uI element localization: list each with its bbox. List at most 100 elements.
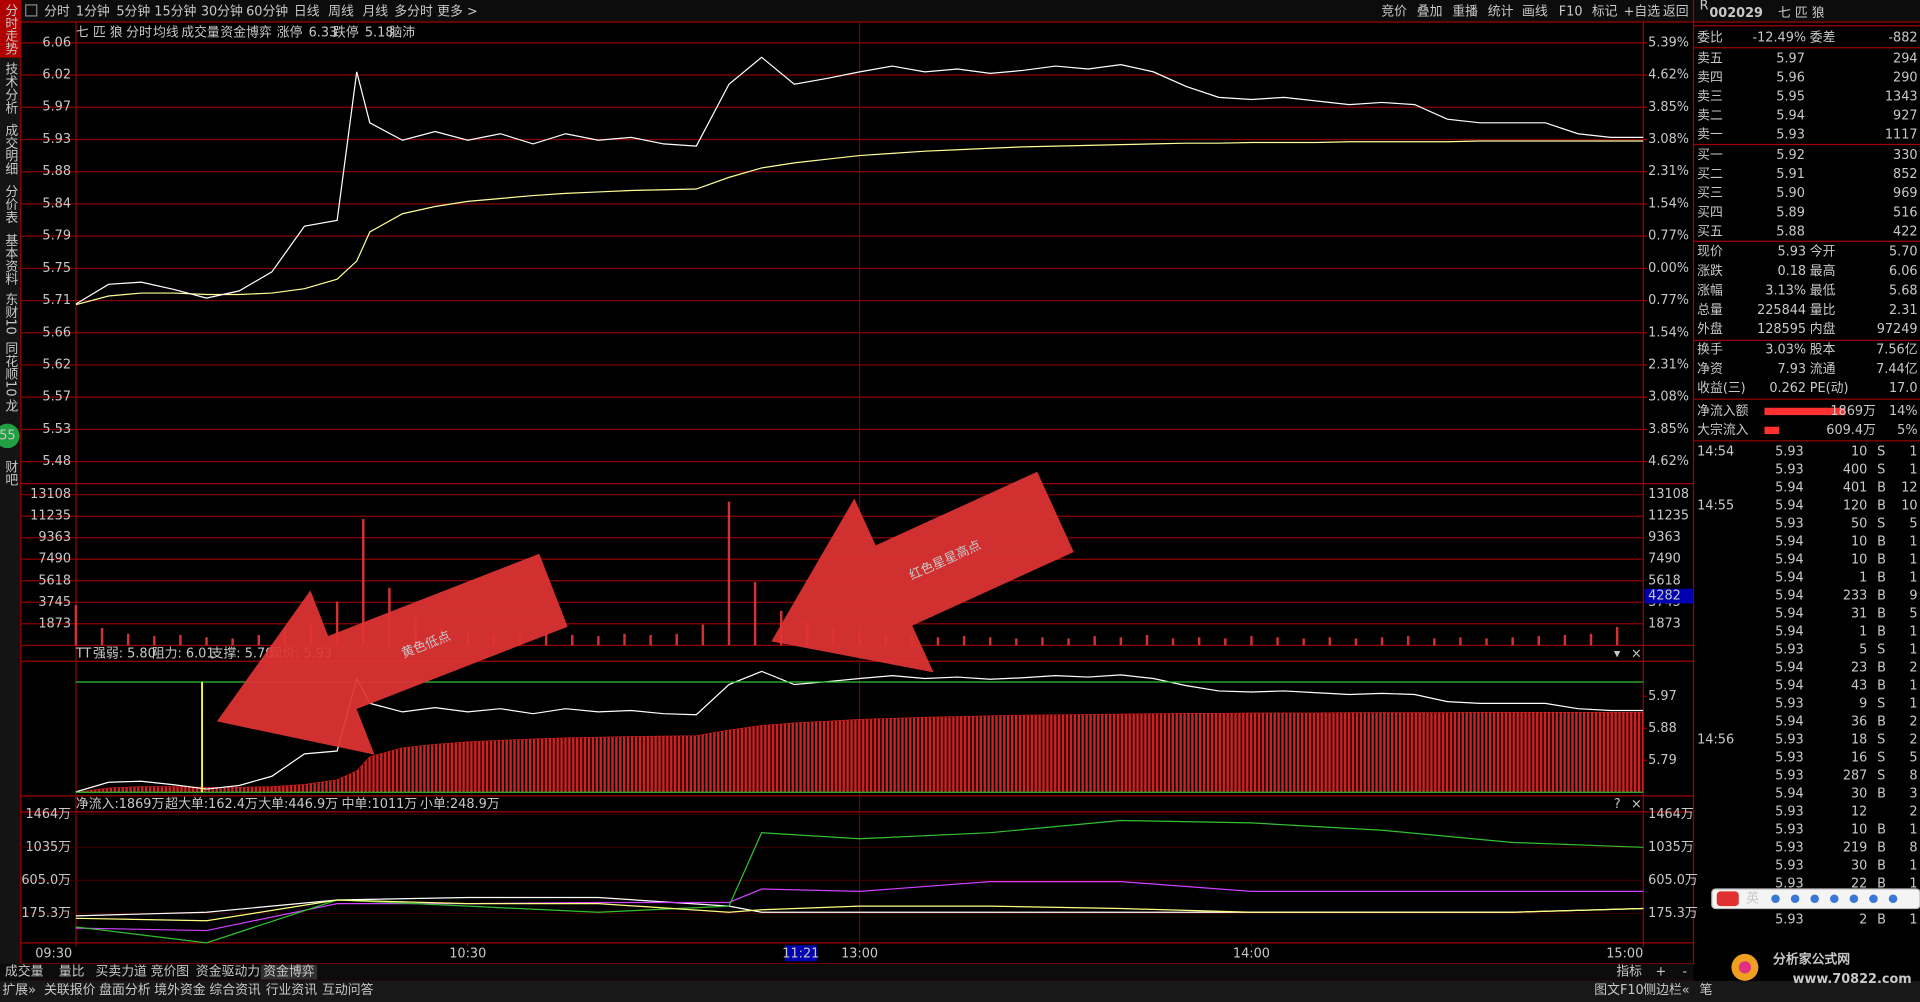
status-item[interactable]: 关联报价	[44, 983, 96, 998]
sidebar-tab[interactable]: 技术分析	[2, 62, 17, 114]
toolbar-button[interactable]: 叠加	[1417, 5, 1443, 20]
y-tick-label: 3745	[38, 595, 71, 610]
toolbar-tab[interactable]: 日线	[294, 5, 320, 20]
flow-bar	[1764, 426, 1780, 435]
toolbar-button[interactable]: 竞价	[1381, 4, 1407, 20]
toolbar-icon[interactable]	[25, 4, 38, 17]
book-volume: 290	[1893, 70, 1918, 85]
y-tick-label: 5.88	[42, 164, 71, 179]
tab-button[interactable]: 指标	[1616, 965, 1642, 980]
status-item[interactable]: 笔	[1700, 982, 1713, 998]
y-tick-label: 5.57	[42, 390, 71, 405]
toolbar-button[interactable]: 画线	[1522, 5, 1548, 20]
panel-icon[interactable]: ×	[1631, 797, 1642, 812]
status-item[interactable]: 行业资讯	[266, 983, 318, 998]
sidebar-tab[interactable]: 基本资料	[2, 234, 17, 286]
x-tick-label: 15:00	[1606, 946, 1643, 961]
y-tick-label: 5.66	[42, 325, 71, 340]
toolbar-tab[interactable]: 周线	[328, 5, 354, 20]
tick-price: 5.93	[1775, 912, 1804, 927]
y2-tick-label: 13108	[1648, 487, 1689, 502]
ime-icon[interactable]	[1830, 894, 1839, 904]
tick-price: 5.94	[1775, 480, 1804, 495]
status-item[interactable]: 扩展»	[2, 983, 36, 998]
toolbar-tab[interactable]: 更多 >	[437, 5, 478, 20]
ime-icon[interactable]	[1849, 894, 1859, 904]
y-tick-label: 1873	[38, 616, 71, 631]
sidebar-tab[interactable]: 分时走势	[2, 4, 17, 57]
toolbar-tab[interactable]: 多分时	[394, 5, 433, 20]
status-item[interactable]: 综合资讯	[209, 983, 261, 998]
tick-count: 2	[1909, 714, 1917, 729]
y2-tick-label: 0.77%	[1648, 293, 1689, 308]
y2-tick-label: 5618	[1648, 573, 1681, 588]
tab-button[interactable]: +	[1656, 965, 1667, 980]
y-tick-label: 5.93	[42, 132, 71, 147]
toolbar-button[interactable]: 统计	[1488, 5, 1514, 20]
cursor-box	[784, 945, 817, 962]
tab[interactable]: 量比	[59, 965, 85, 980]
toolbar	[0, 0, 1920, 23]
toolbar-tab[interactable]: 15分钟	[154, 4, 196, 20]
sidebar-active	[0, 0, 21, 58]
ime-icon[interactable]	[1810, 894, 1819, 904]
toolbar-tab[interactable]: 分时	[44, 5, 70, 20]
sidebar-tab[interactable]: 龙	[2, 399, 17, 413]
ime-icon[interactable]	[1869, 894, 1878, 904]
tick-count: 1	[1909, 570, 1917, 585]
book-label: 买五	[1697, 224, 1723, 239]
tab-button[interactable]: -	[1682, 965, 1687, 980]
stat-value: 7.44亿	[1876, 362, 1918, 377]
toolbar-tab[interactable]: 月线	[362, 5, 388, 20]
status-item[interactable]: 互动问答	[322, 982, 374, 998]
panel-icon[interactable]: ?	[1614, 797, 1621, 812]
stat-value: 17.0	[1889, 381, 1918, 396]
toolbar-button[interactable]: 重播	[1452, 4, 1478, 20]
toolbar-tab[interactable]: 30分钟	[201, 4, 243, 20]
ime-icon[interactable]	[1888, 894, 1898, 904]
tick-side: S	[1877, 642, 1885, 657]
toolbar-button[interactable]: +自选	[1624, 5, 1661, 20]
toolbar-button[interactable]: 标记	[1592, 5, 1618, 20]
status-item[interactable]: 图文F10	[1594, 983, 1643, 998]
tick-volume: 10	[1851, 534, 1867, 549]
tab[interactable]: 买卖力道	[96, 965, 148, 980]
y2-tick-label: 9363	[1648, 530, 1681, 545]
ime-icon[interactable]	[1790, 894, 1800, 904]
book-price: 5.97	[1776, 51, 1805, 66]
tick-side: B	[1877, 822, 1886, 837]
volume-bar	[753, 582, 757, 646]
status-item[interactable]: 境外资金	[154, 982, 206, 998]
panel-icon[interactable]: ×	[1631, 646, 1642, 661]
tab[interactable]: 竞价图	[151, 964, 190, 980]
sidebar-tab[interactable]: 成交明细	[2, 124, 17, 176]
y-tick-label: 9363	[38, 530, 71, 545]
tick-side: S	[1877, 750, 1885, 765]
tab[interactable]: 资金博弈	[263, 964, 315, 980]
toolbar-button[interactable]: 返回	[1663, 5, 1689, 20]
book-volume: 852	[1893, 167, 1918, 182]
toolbar-tab[interactable]: 1分钟	[76, 4, 110, 20]
tick-volume: 219	[1843, 840, 1868, 855]
tick-volume: 12	[1851, 804, 1867, 819]
status-item[interactable]: 侧边栏«	[1643, 983, 1689, 998]
y-tick-label: 5618	[38, 573, 71, 588]
panel-icon[interactable]: ▾	[1614, 646, 1621, 661]
toolbar-tab[interactable]: 5分钟	[116, 4, 150, 20]
y2-tick-label: 2.31%	[1648, 357, 1689, 372]
sidebar-tab[interactable]: 同花顺10	[2, 342, 17, 397]
ime-icon[interactable]	[1771, 894, 1780, 904]
toolbar-tab[interactable]: 60分钟	[246, 4, 288, 20]
sidebar-tab[interactable]: 东财10	[2, 293, 17, 335]
tab[interactable]: 成交量	[5, 964, 44, 980]
flow-value: 1869万	[1830, 404, 1876, 419]
tick-price: 5.94	[1775, 624, 1804, 639]
tick-time: 14:54	[1697, 444, 1734, 459]
sidebar-tab[interactable]: 财吧	[2, 460, 17, 486]
status-item[interactable]: 盘面分析	[99, 982, 151, 998]
tab[interactable]: 资金驱动力	[196, 964, 260, 980]
toolbar-button[interactable]: F10	[1559, 5, 1583, 20]
sidebar-tab[interactable]: 分价表	[2, 185, 17, 224]
tick-volume: 1	[1859, 624, 1867, 639]
